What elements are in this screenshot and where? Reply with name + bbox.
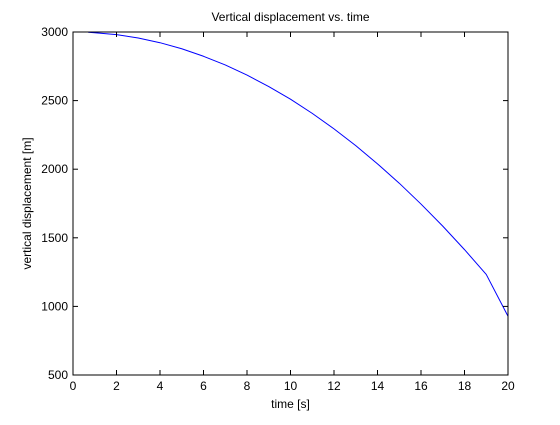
y-axis-label: vertical displacement [m]: [20, 137, 34, 269]
y-tick-label: 2000: [41, 162, 68, 176]
series-line-0: [88, 31, 509, 317]
y-tick-label: 500: [48, 368, 68, 382]
x-tick-label: 10: [284, 379, 298, 393]
x-tick-label: 16: [414, 379, 428, 393]
x-axis-label: time [s]: [271, 397, 310, 411]
y-tick-label: 1000: [41, 299, 68, 313]
x-tick-label: 8: [244, 379, 251, 393]
x-tick-label: 18: [458, 379, 472, 393]
x-tick-label: 20: [501, 379, 515, 393]
x-tick-label: 0: [70, 379, 77, 393]
x-tick-label: 14: [371, 379, 385, 393]
chart-title: Vertical displacement vs. time: [211, 10, 369, 24]
x-tick-label: 2: [113, 379, 120, 393]
plot-area: [73, 32, 508, 375]
plot-frame: [72, 31, 509, 376]
series-layer: [88, 31, 509, 317]
x-ticks: 0 2 4 6 8 10 12 14 16 18 20: [70, 32, 515, 393]
y-tick-label: 2500: [41, 94, 68, 108]
y-tick-label: 1500: [41, 231, 68, 245]
x-tick-label: 4: [157, 379, 164, 393]
y-ticks: 500 1000 1500 2000 2500 3000: [41, 25, 508, 382]
x-tick-label: 6: [200, 379, 207, 393]
y-tick-label: 3000: [41, 25, 68, 39]
x-tick-label: 12: [327, 379, 341, 393]
